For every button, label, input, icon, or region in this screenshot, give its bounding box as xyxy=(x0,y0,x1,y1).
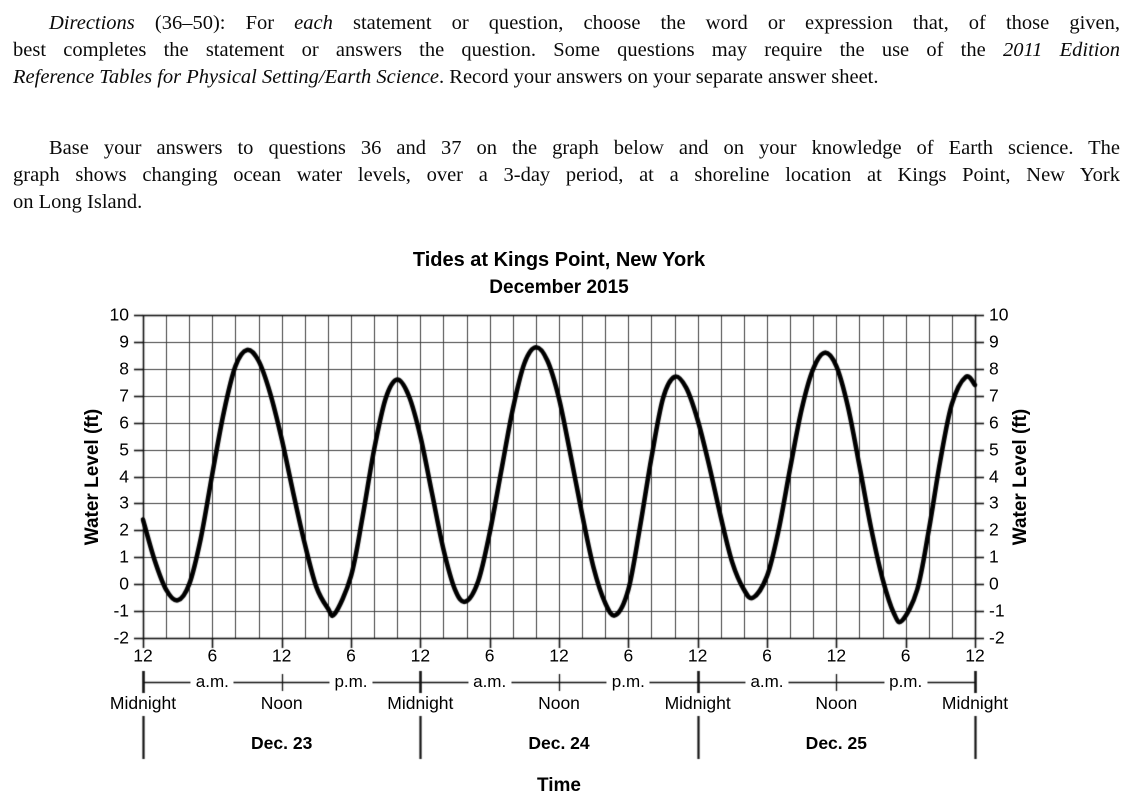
body-text: . Record your answers on your separate a… xyxy=(439,66,879,88)
time-of-day-label: Midnight xyxy=(109,693,177,713)
ampm-label: a.m. xyxy=(190,672,234,692)
paragraph-line: graph shows changing ocean water levels,… xyxy=(13,162,1120,189)
time-of-day-label: Noon xyxy=(260,693,303,713)
y-axis-tick-label-right: 4 xyxy=(989,466,999,486)
x-axis-tick-label: 12 xyxy=(410,645,431,666)
y-axis-tick-label-right: 1 xyxy=(989,546,999,567)
y-axis-tick-label-left: 5 xyxy=(119,439,129,460)
italic-text: Directions xyxy=(49,12,135,34)
x-axis-tick-label: 12 xyxy=(687,645,708,666)
body-text: best completes the statement or answers … xyxy=(13,39,1003,61)
x-axis-tick-label: 6 xyxy=(484,645,495,666)
body-text: (36–50): For xyxy=(134,12,295,34)
x-axis-tick-label: 12 xyxy=(965,645,985,666)
y-axis-tick-label-left: 2 xyxy=(119,519,129,540)
y-axis-tick-label-left: 8 xyxy=(119,358,129,379)
italic-text: Reference Tables for Physical Setting/Ea… xyxy=(13,66,440,88)
y-axis-tick-label-right: 9 xyxy=(989,331,999,352)
y-axis-tick-label-left: 6 xyxy=(119,412,129,433)
x-axis-tick-label: 12 xyxy=(826,645,847,666)
y-axis-tick-label-left: 10 xyxy=(109,304,129,325)
paragraph-line: best completes the statement or answers … xyxy=(13,37,1120,64)
y-axis-tick-label-left: -1 xyxy=(113,600,129,621)
y-axis-tick-label-left: 0 xyxy=(119,573,129,594)
paragraph-line: Reference Tables for Physical Setting/Ea… xyxy=(13,64,1120,91)
ampm-label: a.m. xyxy=(745,672,789,692)
date-label: Dec. 23 xyxy=(251,733,313,753)
y-axis-tick-label-left: 4 xyxy=(119,466,129,486)
x-axis-tick-label: 6 xyxy=(346,645,356,666)
y-axis-tick-label-right: 2 xyxy=(989,519,999,540)
ampm-label: p.m. xyxy=(606,672,650,692)
italic-text: 2011 Edition xyxy=(1002,39,1120,61)
chart-title: Tides at Kings Point, New York xyxy=(412,249,706,271)
y-axis-tick-label-right: 5 xyxy=(989,439,999,460)
y-axis-tick-label-left: 1 xyxy=(119,546,129,567)
time-of-day-label: Midnight xyxy=(941,693,1009,713)
y-axis-tick-label-right: -2 xyxy=(989,627,1005,648)
time-of-day-label: Noon xyxy=(538,693,580,713)
ampm-label: p.m. xyxy=(884,672,928,692)
y-axis-tick-label-left: 9 xyxy=(119,331,129,352)
y-axis-tick-label-left: 3 xyxy=(119,492,129,513)
y-axis-tick-label-right: 8 xyxy=(989,358,999,379)
date-label: Dec. 24 xyxy=(528,733,590,753)
x-axis-tick-label: 12 xyxy=(271,645,292,666)
ampm-label: a.m. xyxy=(468,672,512,692)
y-axis-tick-label-right: 6 xyxy=(989,412,999,433)
y-axis-tick-label-right: 3 xyxy=(989,492,999,513)
time-of-day-label: Noon xyxy=(815,693,858,713)
chart-subtitle: December 2015 xyxy=(489,277,629,298)
y-axis-tick-label-right: -1 xyxy=(989,600,1005,621)
x-axis-tick-label: 12 xyxy=(133,645,153,666)
body-text: statement or question, choose the word o… xyxy=(332,12,1121,34)
x-axis-tick-label: 12 xyxy=(549,645,569,666)
y-axis-tick-label-left: 7 xyxy=(119,385,129,406)
x-axis-tick-label: 6 xyxy=(762,645,772,666)
x-axis-tick-label: 6 xyxy=(207,645,218,666)
date-label: Dec. 25 xyxy=(805,733,867,753)
intro-paragraph: Base your answers to questions 36 and 37… xyxy=(13,135,1120,216)
time-of-day-label: Midnight xyxy=(387,693,454,713)
body-text: Base your answers to questions 36 and 37… xyxy=(49,137,1120,159)
directions-paragraph: Directions (36–50): For each statement o… xyxy=(13,10,1120,91)
y-axis-tick-label-left: -2 xyxy=(113,627,129,648)
y-axis-tick-label-right: 10 xyxy=(989,304,1009,325)
x-axis-label: Time xyxy=(536,775,582,796)
paragraph-line: on Long Island. xyxy=(13,189,1120,216)
body-text: graph shows changing ocean water levels,… xyxy=(13,164,1120,186)
italic-text: each xyxy=(294,12,333,34)
time-of-day-label: Midnight xyxy=(664,693,731,713)
ampm-label: p.m. xyxy=(329,672,373,692)
chart-title-block: Tides at Kings Point, New York December … xyxy=(143,249,975,299)
x-axis-tick-label: 6 xyxy=(900,645,911,666)
y-axis-tick-label-right: 0 xyxy=(989,573,999,594)
paragraph-line: Base your answers to questions 36 and 37… xyxy=(13,135,1120,162)
body-text: on Long Island. xyxy=(13,191,143,213)
y-axis-tick-label-right: 7 xyxy=(989,385,999,406)
paragraph-line: Directions (36–50): For each statement o… xyxy=(13,10,1120,37)
x-axis-tick-label: 6 xyxy=(623,645,634,666)
